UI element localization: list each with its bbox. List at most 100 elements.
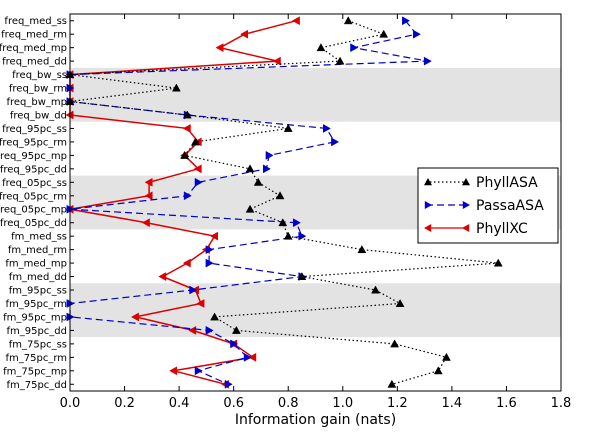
- data-point: [248, 352, 257, 362]
- x-tick-label: 1.6: [496, 396, 517, 411]
- data-point: [205, 245, 214, 255]
- y-tick-label: freq_05pc_rm: [0, 191, 67, 202]
- y-tick-label: fm_95pc_rm: [5, 299, 67, 310]
- data-point: [322, 124, 331, 133]
- x-tick-label: 0.0: [60, 396, 81, 411]
- y-tick-label: freq_95pc_rm: [0, 137, 67, 148]
- data-point: [182, 124, 191, 133]
- y-tick-label: freq_med_mp: [0, 43, 67, 54]
- data-point: [169, 366, 178, 376]
- y-tick-label: freq_med_rm: [1, 30, 67, 41]
- data-point: [253, 177, 263, 186]
- data-point: [188, 325, 197, 335]
- data-point: [196, 299, 205, 308]
- data-point: [331, 137, 340, 147]
- y-tick-label: freq_bw_ss: [12, 70, 67, 81]
- data-point: [283, 231, 293, 240]
- data-point: [180, 150, 189, 159]
- data-point: [433, 366, 443, 375]
- x-tick-label: 0.4: [169, 396, 190, 411]
- data-point: [423, 56, 432, 66]
- y-tick-label: fm_95pc_mp: [3, 312, 67, 323]
- y-tick-label: fm_med_dd: [9, 272, 67, 283]
- data-point: [402, 16, 411, 26]
- data-point: [205, 258, 214, 268]
- data-point: [231, 325, 241, 334]
- y-tick-label: fm_95pc_ss: [9, 286, 67, 297]
- data-point: [243, 352, 252, 362]
- data-point: [343, 16, 353, 25]
- data-point: [191, 137, 200, 146]
- x-ticks: 0.0 0.2 0.4 0.6 0.8 1.0 1.2 1.4 1.6 1.8: [60, 14, 572, 411]
- data-point: [265, 150, 274, 160]
- data-point: [297, 272, 307, 281]
- y-tick-label: freq_05pc_dd: [0, 218, 67, 229]
- y-tick-label: freq_95pc_ss: [2, 124, 67, 135]
- data-point: [182, 258, 191, 268]
- legend-marker: [462, 201, 470, 209]
- data-point: [130, 312, 139, 322]
- data-point: [245, 164, 255, 173]
- data-point: [390, 339, 400, 348]
- legend: PhyllASA PassaASA PhyllXC: [417, 167, 559, 244]
- shaded-band: [70, 283, 561, 338]
- data-point: [182, 110, 192, 119]
- data-point: [275, 191, 285, 200]
- plot-frame: [69, 13, 562, 392]
- data-point: [144, 177, 153, 187]
- y-tick-label: freq_05pc_mp: [0, 205, 67, 216]
- legend-marker: [424, 201, 432, 209]
- x-tick-label: 1.8: [551, 396, 572, 411]
- x-tick-label: 1.0: [332, 396, 353, 411]
- y-tick-label: freq_med_dd: [2, 57, 67, 68]
- data-point: [283, 123, 293, 132]
- data-point: [240, 29, 249, 39]
- data-point: [493, 258, 503, 267]
- data-point: [395, 298, 405, 307]
- data-point: [412, 29, 421, 39]
- legend-marker: [462, 224, 470, 232]
- data-point: [210, 231, 219, 241]
- data-point: [215, 43, 224, 53]
- series-line: [69, 20, 499, 385]
- y-tick-label: freq_med_ss: [4, 16, 67, 27]
- data-point: [387, 379, 397, 388]
- legend-marker: [424, 178, 432, 186]
- y-tick-label: freq_bw_mp: [6, 97, 67, 108]
- data-point: [230, 339, 239, 349]
- y-tick-label: fm_med_rm: [8, 245, 67, 256]
- data-point: [193, 164, 202, 174]
- y-tick-label: fm_75pc_ss: [9, 339, 67, 350]
- shaded-band: [70, 67, 561, 122]
- data-point: [210, 312, 219, 321]
- x-tick-label: 0.6: [223, 396, 244, 411]
- x-tick-label: 1.4: [442, 396, 463, 411]
- data-point: [194, 177, 203, 187]
- y-tick-label: fm_med_mp: [5, 259, 67, 270]
- y-tick-label: freq_95pc_mp: [0, 151, 67, 162]
- data-point: [171, 83, 181, 92]
- data-point: [442, 352, 451, 361]
- data-point: [141, 218, 150, 228]
- y-tick-label: freq_bw_rm: [9, 84, 67, 95]
- data-point: [292, 218, 301, 228]
- y-tick-label: fm_75pc_rm: [5, 353, 67, 364]
- data-point: [379, 29, 389, 38]
- x-axis-label: Information gain (nats): [235, 412, 396, 428]
- data-point: [189, 285, 198, 295]
- data-point: [224, 379, 233, 389]
- x-tick-label: 0.8: [278, 396, 299, 411]
- legend-label: PhyllASA: [476, 175, 538, 191]
- legend-marker: [462, 178, 470, 186]
- data-point: [158, 272, 167, 281]
- data-point: [350, 43, 359, 53]
- x-tick-label: 0.2: [114, 396, 135, 411]
- data-point: [371, 285, 380, 294]
- data-point: [272, 56, 281, 66]
- series-group: [65, 16, 503, 389]
- legend-marker: [424, 224, 432, 232]
- legend-label: PassaASA: [476, 198, 544, 214]
- y-tick-label: fm_75pc_dd: [6, 380, 67, 391]
- data-point: [357, 245, 367, 254]
